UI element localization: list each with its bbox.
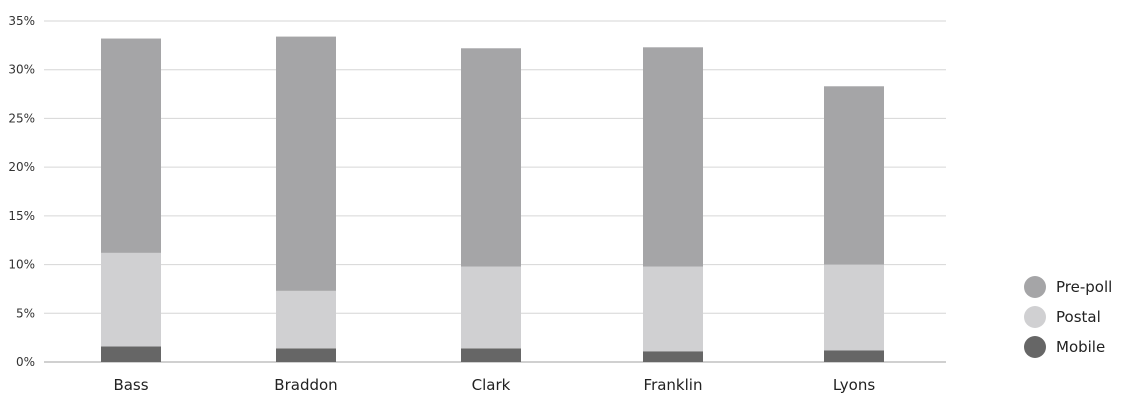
y-tick-label: 10% xyxy=(8,258,35,272)
y-tick-label: 5% xyxy=(16,306,35,320)
bar-pre-poll-lyons xyxy=(824,86,884,265)
x-axis: Bass Braddon Clark Franklin Lyons xyxy=(113,376,875,394)
bar-mobile-bass xyxy=(101,346,161,362)
bar-mobile-braddon xyxy=(276,348,336,362)
legend: Pre-poll Postal Mobile xyxy=(1024,272,1112,362)
legend-item-mobile: Mobile xyxy=(1024,332,1112,362)
bar-pre-poll-bass xyxy=(101,38,161,253)
legend-swatch xyxy=(1024,336,1046,358)
legend-item-postal: Postal xyxy=(1024,302,1112,332)
y-tick-label: 0% xyxy=(16,355,35,369)
x-tick-label: Franklin xyxy=(644,376,703,394)
x-tick-label: Braddon xyxy=(274,376,337,394)
x-tick-label: Bass xyxy=(113,376,148,394)
y-tick-label: 15% xyxy=(8,209,35,223)
bar-postal-clark xyxy=(461,266,521,349)
legend-swatch xyxy=(1024,276,1046,298)
legend-label: Pre-poll xyxy=(1056,278,1113,296)
y-tick-label: 35% xyxy=(8,14,35,28)
bar-mobile-franklin xyxy=(643,351,703,362)
bar-mobile-lyons xyxy=(824,350,884,362)
y-axis: 0% 5% 10% 15% 20% 25% 30% 35% xyxy=(8,14,35,369)
bar-postal-braddon xyxy=(276,290,336,349)
bars xyxy=(101,36,884,362)
y-tick-label: 20% xyxy=(8,160,35,174)
bar-postal-franklin xyxy=(643,266,703,352)
x-tick-label: Clark xyxy=(472,376,511,394)
bar-mobile-clark xyxy=(461,348,521,362)
legend-swatch xyxy=(1024,306,1046,328)
y-tick-label: 30% xyxy=(8,63,35,77)
bar-pre-poll-braddon xyxy=(276,36,336,291)
legend-label: Mobile xyxy=(1056,338,1106,356)
x-tick-label: Lyons xyxy=(833,376,876,394)
legend-label: Postal xyxy=(1056,308,1101,326)
bar-pre-poll-clark xyxy=(461,48,521,267)
legend-item-pre-poll: Pre-poll xyxy=(1024,272,1112,302)
y-tick-label: 25% xyxy=(8,111,35,125)
bar-pre-poll-franklin xyxy=(643,47,703,267)
bar-postal-lyons xyxy=(824,264,884,351)
bar-postal-bass xyxy=(101,252,161,347)
